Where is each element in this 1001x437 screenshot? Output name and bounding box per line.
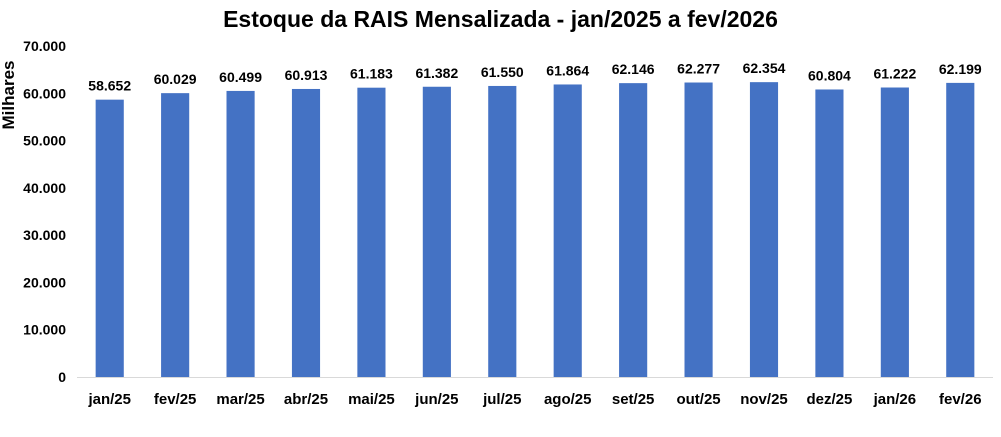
x-tick-label: set/25 xyxy=(612,391,655,408)
x-tick-label: jul/25 xyxy=(482,391,521,408)
data-label: 62.199 xyxy=(939,61,982,77)
y-axis-title-group: Milhares xyxy=(0,61,18,130)
x-tick-label: ago/25 xyxy=(544,391,592,408)
y-tick-label: 10.000 xyxy=(23,322,66,338)
bar xyxy=(553,84,582,378)
data-label: 61.382 xyxy=(415,65,458,81)
data-label: 62.146 xyxy=(612,61,655,77)
bar xyxy=(95,99,124,378)
bars xyxy=(95,82,975,378)
y-tick-label: 0 xyxy=(58,369,66,385)
x-tick-label: fev/25 xyxy=(154,391,197,408)
data-label: 60.029 xyxy=(154,71,197,87)
data-label: 62.277 xyxy=(677,61,720,77)
data-labels: 58.652 60.029 60.499 60.913 61.183 61.382 61.5… xyxy=(88,60,982,94)
y-tick-label: 70.000 xyxy=(23,38,66,54)
x-tick-label: nov/25 xyxy=(740,391,788,408)
bar xyxy=(422,86,451,378)
data-label: 61.550 xyxy=(481,64,524,80)
bar xyxy=(161,93,190,377)
data-label: 60.913 xyxy=(285,67,328,83)
x-tick-label: abr/25 xyxy=(284,391,328,408)
bar xyxy=(815,89,844,377)
x-axis-ticks: jan/25 fev/25 mar/25 abr/25 mai/25 jun/25 jul/… xyxy=(87,391,981,408)
bar xyxy=(880,87,909,378)
x-tick-label: mar/25 xyxy=(216,391,264,408)
chart-title: Estoque da RAIS Mensalizada - jan/2025 a… xyxy=(223,6,778,32)
bar xyxy=(946,82,975,378)
x-tick-label: mai/25 xyxy=(348,391,395,408)
x-tick-label: jan/25 xyxy=(87,391,131,408)
x-tick-label: jan/26 xyxy=(873,391,917,408)
x-tick-label: jun/25 xyxy=(414,391,458,408)
y-axis-title: Milhares xyxy=(0,61,18,130)
data-label: 60.804 xyxy=(808,67,851,83)
data-label: 61.183 xyxy=(350,66,393,82)
x-tick-label: out/25 xyxy=(676,391,720,408)
y-tick-label: 60.000 xyxy=(23,85,66,101)
y-tick-label: 20.000 xyxy=(23,274,66,290)
y-axis-ticks: 0 10.000 20.000 30.000 40.000 50.000 60.000 70.… xyxy=(23,38,66,385)
y-tick-label: 50.000 xyxy=(23,133,66,149)
data-label: 58.652 xyxy=(88,78,131,94)
data-label: 61.864 xyxy=(546,62,589,78)
x-tick-label: fev/26 xyxy=(939,391,982,408)
bar xyxy=(488,85,517,378)
data-label: 62.354 xyxy=(743,60,786,76)
x-tick-label: dez/25 xyxy=(806,391,852,408)
bar xyxy=(226,90,255,378)
data-label: 60.499 xyxy=(219,69,262,85)
bar xyxy=(684,82,713,377)
y-tick-label: 40.000 xyxy=(23,180,66,196)
bar xyxy=(357,87,386,378)
bar xyxy=(749,82,779,377)
bar xyxy=(291,88,321,377)
data-label: 61.222 xyxy=(873,66,916,82)
bar xyxy=(619,83,648,378)
y-tick-label: 30.000 xyxy=(23,227,66,243)
